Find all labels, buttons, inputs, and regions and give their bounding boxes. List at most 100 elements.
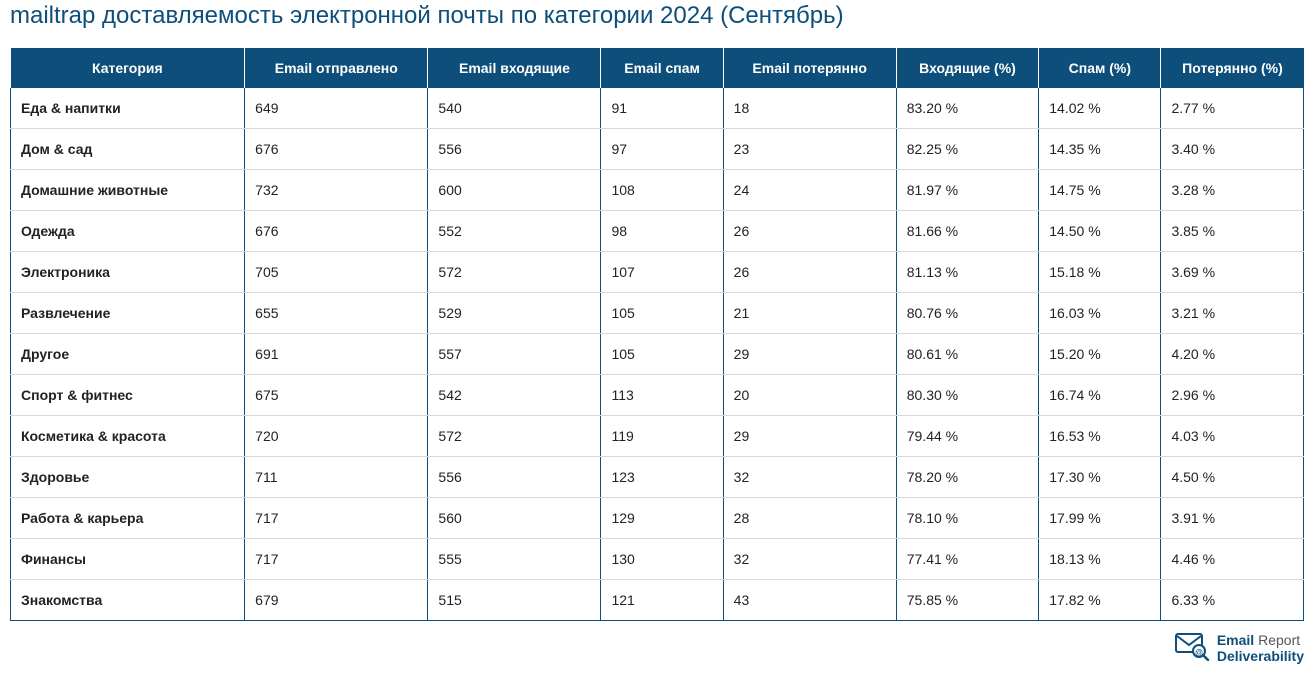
cell-lost: 32 <box>723 457 896 498</box>
col-header-inbox: Email входящие <box>428 48 601 88</box>
cell-inbox: 557 <box>428 334 601 375</box>
cell-spam_pct: 16.03 % <box>1039 293 1161 334</box>
cell-spam: 107 <box>601 252 723 293</box>
table-row: Финансы7175551303277.41 %18.13 %4.46 % <box>11 539 1304 580</box>
cell-lost_pct: 4.20 % <box>1161 334 1304 375</box>
table-header-row: Категория Email отправлено Email входящи… <box>11 48 1304 88</box>
cell-lost_pct: 6.33 % <box>1161 580 1304 621</box>
cell-inbox_pct: 80.30 % <box>896 375 1039 416</box>
table-row: Здоровье7115561233278.20 %17.30 %4.50 % <box>11 457 1304 498</box>
cell-inbox_pct: 79.44 % <box>896 416 1039 457</box>
cell-lost: 26 <box>723 252 896 293</box>
cell-inbox: 600 <box>428 170 601 211</box>
cell-spam_pct: 17.82 % <box>1039 580 1161 621</box>
cell-lost: 24 <box>723 170 896 211</box>
cell-spam: 98 <box>601 211 723 252</box>
cell-lost: 43 <box>723 580 896 621</box>
cell-lost_pct: 3.40 % <box>1161 129 1304 170</box>
cell-category: Спорт & фитнес <box>11 375 245 416</box>
cell-inbox: 560 <box>428 498 601 539</box>
col-header-spam: Email спам <box>601 48 723 88</box>
cell-spam_pct: 15.20 % <box>1039 334 1161 375</box>
cell-lost: 23 <box>723 129 896 170</box>
cell-sent: 676 <box>245 211 428 252</box>
cell-category: Одежда <box>11 211 245 252</box>
cell-sent: 676 <box>245 129 428 170</box>
cell-inbox_pct: 78.10 % <box>896 498 1039 539</box>
table-row: Другое6915571052980.61 %15.20 %4.20 % <box>11 334 1304 375</box>
cell-inbox: 572 <box>428 252 601 293</box>
cell-lost_pct: 3.28 % <box>1161 170 1304 211</box>
cell-inbox_pct: 81.13 % <box>896 252 1039 293</box>
cell-lost_pct: 3.85 % <box>1161 211 1304 252</box>
cell-spam: 129 <box>601 498 723 539</box>
cell-lost: 29 <box>723 334 896 375</box>
cell-category: Другое <box>11 334 245 375</box>
cell-lost_pct: 4.50 % <box>1161 457 1304 498</box>
cell-inbox: 556 <box>428 457 601 498</box>
cell-inbox_pct: 82.25 % <box>896 129 1039 170</box>
cell-inbox_pct: 78.20 % <box>896 457 1039 498</box>
cell-spam_pct: 17.30 % <box>1039 457 1161 498</box>
cell-sent: 675 <box>245 375 428 416</box>
cell-lost_pct: 3.91 % <box>1161 498 1304 539</box>
cell-spam: 121 <box>601 580 723 621</box>
cell-category: Еда & напитки <box>11 88 245 129</box>
cell-spam_pct: 14.75 % <box>1039 170 1161 211</box>
cell-spam: 91 <box>601 88 723 129</box>
cell-inbox_pct: 81.97 % <box>896 170 1039 211</box>
cell-lost: 20 <box>723 375 896 416</box>
cell-category: Знакомства <box>11 580 245 621</box>
cell-lost_pct: 3.69 % <box>1161 252 1304 293</box>
cell-sent: 732 <box>245 170 428 211</box>
cell-inbox_pct: 80.76 % <box>896 293 1039 334</box>
cell-inbox: 515 <box>428 580 601 621</box>
col-header-sent: Email отправлено <box>245 48 428 88</box>
cell-spam: 108 <box>601 170 723 211</box>
cell-sent: 705 <box>245 252 428 293</box>
footer-logo-line1a: Email <box>1217 632 1254 648</box>
cell-spam_pct: 18.13 % <box>1039 539 1161 580</box>
envelope-magnify-icon: @ <box>1175 631 1211 666</box>
cell-category: Финансы <box>11 539 245 580</box>
cell-sent: 649 <box>245 88 428 129</box>
footer-logo-text: Email Report Deliverability <box>1217 633 1304 664</box>
page-title: mailtrap доставляемость электронной почт… <box>10 0 1304 30</box>
cell-spam_pct: 16.53 % <box>1039 416 1161 457</box>
table-row: Домашние животные7326001082481.97 %14.75… <box>11 170 1304 211</box>
cell-sent: 717 <box>245 539 428 580</box>
cell-inbox: 555 <box>428 539 601 580</box>
cell-lost_pct: 2.77 % <box>1161 88 1304 129</box>
cell-spam_pct: 14.35 % <box>1039 129 1161 170</box>
col-header-spam-pct: Спам (%) <box>1039 48 1161 88</box>
cell-lost: 26 <box>723 211 896 252</box>
svg-text:@: @ <box>1195 648 1203 657</box>
cell-category: Домашние животные <box>11 170 245 211</box>
table-row: Косметика & красота7205721192979.44 %16.… <box>11 416 1304 457</box>
cell-spam_pct: 14.02 % <box>1039 88 1161 129</box>
table-row: Одежда676552982681.66 %14.50 %3.85 % <box>11 211 1304 252</box>
cell-category: Работа & карьера <box>11 498 245 539</box>
cell-inbox: 572 <box>428 416 601 457</box>
cell-sent: 711 <box>245 457 428 498</box>
table-row: Работа & карьера7175601292878.10 %17.99 … <box>11 498 1304 539</box>
cell-inbox: 542 <box>428 375 601 416</box>
cell-lost: 18 <box>723 88 896 129</box>
cell-spam: 130 <box>601 539 723 580</box>
cell-category: Развлечение <box>11 293 245 334</box>
cell-spam_pct: 17.99 % <box>1039 498 1161 539</box>
cell-sent: 655 <box>245 293 428 334</box>
cell-inbox_pct: 83.20 % <box>896 88 1039 129</box>
cell-lost: 28 <box>723 498 896 539</box>
cell-inbox_pct: 75.85 % <box>896 580 1039 621</box>
cell-sent: 717 <box>245 498 428 539</box>
cell-spam_pct: 16.74 % <box>1039 375 1161 416</box>
cell-spam: 119 <box>601 416 723 457</box>
cell-spam: 105 <box>601 293 723 334</box>
cell-inbox_pct: 77.41 % <box>896 539 1039 580</box>
col-header-category: Категория <box>11 48 245 88</box>
cell-inbox_pct: 80.61 % <box>896 334 1039 375</box>
cell-spam: 113 <box>601 375 723 416</box>
cell-sent: 691 <box>245 334 428 375</box>
cell-lost_pct: 4.03 % <box>1161 416 1304 457</box>
